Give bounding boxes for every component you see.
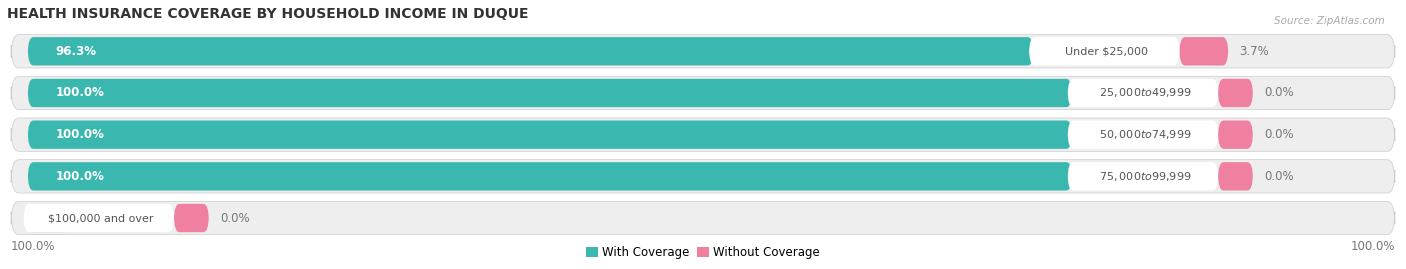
Text: 100.0%: 100.0%	[56, 170, 104, 183]
Text: 100.0%: 100.0%	[56, 86, 104, 100]
Text: 100.0%: 100.0%	[56, 128, 104, 141]
Text: 0.0%: 0.0%	[1264, 86, 1294, 100]
FancyBboxPatch shape	[1180, 37, 1229, 65]
Text: 0.0%: 0.0%	[1264, 170, 1294, 183]
Text: Source: ZipAtlas.com: Source: ZipAtlas.com	[1274, 16, 1385, 26]
FancyBboxPatch shape	[28, 204, 69, 232]
FancyBboxPatch shape	[28, 79, 1071, 107]
FancyBboxPatch shape	[1067, 121, 1218, 149]
FancyBboxPatch shape	[24, 204, 174, 232]
Legend: With Coverage, Without Coverage: With Coverage, Without Coverage	[581, 241, 825, 264]
Text: $75,000 to $99,999: $75,000 to $99,999	[1098, 170, 1191, 183]
FancyBboxPatch shape	[28, 37, 1033, 65]
Text: 3.7%: 3.7%	[1239, 45, 1270, 58]
Text: $25,000 to $49,999: $25,000 to $49,999	[1098, 86, 1191, 100]
FancyBboxPatch shape	[1218, 121, 1253, 149]
Text: Under $25,000: Under $25,000	[1064, 46, 1147, 56]
FancyBboxPatch shape	[11, 76, 1395, 110]
FancyBboxPatch shape	[1218, 79, 1253, 107]
Text: 100.0%: 100.0%	[1350, 240, 1395, 253]
FancyBboxPatch shape	[11, 35, 1395, 68]
FancyBboxPatch shape	[28, 162, 1071, 190]
FancyBboxPatch shape	[11, 118, 1395, 151]
Text: 0.0%: 0.0%	[42, 211, 72, 225]
Text: 0.0%: 0.0%	[1264, 128, 1294, 141]
Text: $50,000 to $74,999: $50,000 to $74,999	[1098, 128, 1191, 141]
FancyBboxPatch shape	[1067, 79, 1218, 107]
FancyBboxPatch shape	[1218, 162, 1253, 190]
FancyBboxPatch shape	[11, 201, 1395, 235]
Text: $100,000 and over: $100,000 and over	[48, 213, 153, 223]
FancyBboxPatch shape	[174, 204, 209, 232]
FancyBboxPatch shape	[1029, 37, 1180, 65]
Text: 0.0%: 0.0%	[219, 211, 249, 225]
FancyBboxPatch shape	[1067, 162, 1218, 190]
Text: HEALTH INSURANCE COVERAGE BY HOUSEHOLD INCOME IN DUQUE: HEALTH INSURANCE COVERAGE BY HOUSEHOLD I…	[7, 7, 529, 21]
Text: 96.3%: 96.3%	[56, 45, 97, 58]
FancyBboxPatch shape	[11, 160, 1395, 193]
Text: 100.0%: 100.0%	[11, 240, 56, 253]
FancyBboxPatch shape	[28, 121, 1071, 149]
